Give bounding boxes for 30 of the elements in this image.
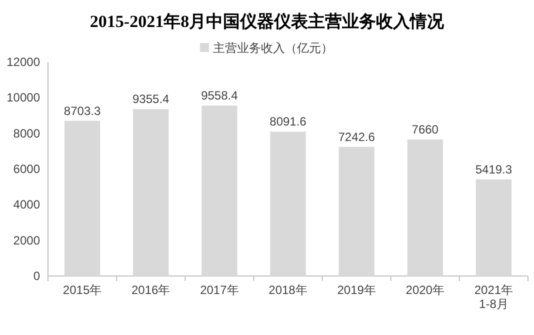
y-tick-label: 4000 — [13, 198, 40, 212]
data-label: 8091.6 — [270, 114, 307, 129]
x-tick-label: 2019年 — [337, 283, 376, 297]
data-label: 8703.3 — [64, 104, 101, 118]
y-tick-label: 6000 — [13, 162, 40, 176]
y-tick-label: 8000 — [13, 126, 40, 140]
bar — [202, 106, 238, 276]
legend-label: 主营业务收入（亿元） — [213, 41, 333, 55]
chart-title: 2015-2021年8月中国仪器仪表主营业务收入情况 — [90, 12, 446, 31]
bar — [476, 179, 512, 276]
data-label: 7242.6 — [338, 130, 376, 144]
y-tick-label: 0 — [33, 269, 40, 283]
x-tick-label: 2017年 — [200, 283, 239, 297]
data-label: 9355.4 — [132, 92, 170, 106]
x-tick-label: 2020年 — [406, 283, 444, 297]
data-label: 5419.3 — [475, 162, 512, 176]
x-tick-label: 2015年 — [62, 283, 102, 297]
x-tick-label: 2016年 — [132, 283, 170, 297]
bar — [64, 120, 100, 276]
data-label: 7660 — [412, 122, 439, 136]
data-label: 9558.4 — [201, 88, 238, 103]
x-tick-label: 2018年 — [268, 283, 308, 297]
bar — [133, 109, 169, 276]
y-tick-label: 12000 — [6, 55, 40, 69]
bar — [270, 132, 306, 276]
y-tick-label: 10000 — [6, 90, 40, 105]
bar — [338, 146, 374, 276]
x-tick-label: 2021年 1-8月 — [474, 283, 514, 311]
y-tick-label: 2000 — [13, 233, 40, 248]
bar — [407, 139, 443, 276]
